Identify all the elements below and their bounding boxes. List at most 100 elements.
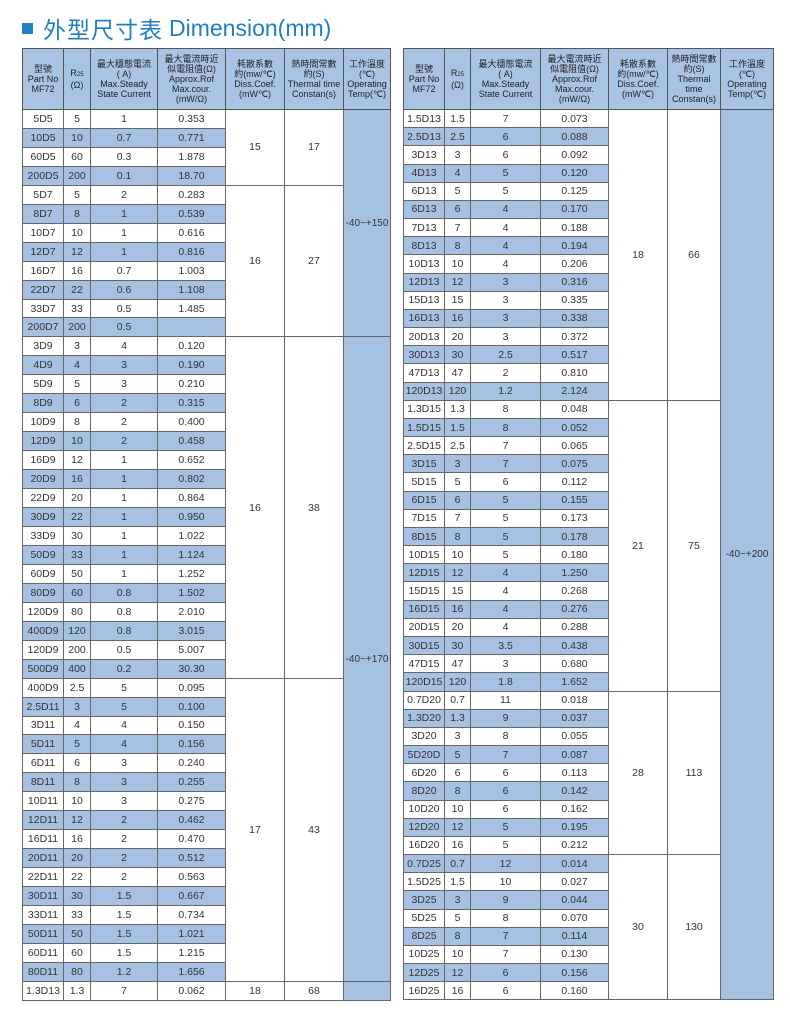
cell-part-no: 1.3D13 (22, 980, 64, 1001)
cell-max-current: 4 (470, 617, 541, 637)
cell-approx-resistance: 0.048 (540, 399, 609, 419)
table-row: 1.5D25 1.5 10 0.027 (403, 872, 774, 892)
cell-part-no: 6D15 (403, 490, 445, 510)
cell-part-no: 80D9 (22, 582, 64, 603)
cell-max-current: 8 (470, 417, 541, 438)
table-row: 1.3D15 1.3 8 0.048 21 75 (403, 399, 774, 692)
cell-r25: 4 (444, 163, 471, 183)
cell-max-current: 4 (470, 599, 541, 619)
cell-part-no: 60D5 (22, 146, 64, 167)
cell-part-no: 1.5D13 (403, 108, 445, 129)
cell-max-current: 1 (90, 525, 158, 546)
r-label: R (70, 68, 77, 78)
cell-approx-resistance: 1.021 (157, 923, 226, 944)
cell-r25: 8 (444, 236, 471, 256)
cell-approx-resistance: 0.113 (540, 763, 609, 783)
cell-approx-resistance: 0.095 (157, 677, 226, 698)
r-subscript: 25 (76, 72, 84, 78)
table-row: 33D9 30 1 1.022 (22, 525, 391, 546)
cell-r25: 5 (63, 374, 91, 395)
cell-part-no: 10D9 (22, 412, 64, 433)
cell-approx-resistance: 0.044 (540, 890, 609, 910)
table-row: 2.5D15 2.5 7 0.065 (403, 436, 774, 456)
header-r25: R25 (Ω) (63, 48, 91, 110)
cell-max-current: 8 (470, 399, 541, 419)
cell-r25: 22 (63, 279, 91, 300)
cell-approx-resistance: 0.087 (540, 745, 609, 765)
cell-part-no: 120D15 (403, 672, 445, 692)
cell-r25: 8 (444, 926, 471, 946)
cell-approx-resistance: 0.180 (540, 545, 609, 565)
cell-approx-resistance: 0.160 (540, 981, 609, 1001)
cell-max-current: 5 (470, 526, 541, 547)
table-row: 12D15 12 4 1.250 (403, 563, 774, 583)
cell-part-no: 400D9 (22, 620, 64, 641)
table-row: 3D13 3 6 0.092 (403, 145, 774, 165)
cell-approx-resistance: 0.073 (540, 108, 609, 129)
cell-part-no: 15D13 (403, 290, 445, 310)
table-row: 2.5D13 2.5 6 0.088 (403, 127, 774, 147)
cell-max-current: 0.8 (90, 601, 158, 622)
cell-max-current: 4 (470, 236, 541, 256)
table-row: 500D9 400 0.2 30.30 (22, 658, 391, 679)
cell-approx-resistance: 0.088 (540, 127, 609, 147)
cell-max-current: 3 (470, 327, 541, 347)
cell-r25: 10 (63, 791, 91, 812)
cell-part-no: 1.3D20 (403, 708, 445, 728)
cell-approx-resistance: 0.652 (157, 450, 226, 471)
cell-max-current: 7 (90, 980, 158, 1001)
table-row: 8D15 8 5 0.178 (403, 526, 774, 547)
cell-part-no: 200D5 (22, 165, 64, 186)
cell-approx-resistance: 0.512 (157, 848, 226, 869)
cell-r25: 16 (444, 308, 471, 329)
cell-part-no: 33D9 (22, 525, 64, 546)
cell-part-no: 400D9 (22, 677, 64, 698)
cell-r25: 60 (63, 582, 91, 603)
cell-part-no: 5D25 (403, 908, 445, 928)
cell-part-no: 12D13 (403, 272, 445, 292)
cell-approx-resistance: 1.022 (157, 525, 226, 546)
table-row: 120D15 120 1.8 1.652 (403, 672, 774, 692)
table-row: 12D11 12 2 0.462 (22, 810, 391, 831)
cell-approx-resistance: 0.816 (157, 241, 226, 262)
cell-r25: 15 (444, 290, 471, 310)
cell-approx-resistance: 0.130 (540, 944, 609, 965)
cell-max-current: 6 (470, 799, 541, 819)
cell-r25: 1.3 (63, 980, 91, 1001)
cell-diss-coef: 30 (608, 854, 668, 1001)
cell-r25: 1.5 (444, 417, 471, 438)
cell-diss-coef: 17 (225, 677, 285, 982)
cell-max-current: 0.5 (90, 317, 158, 338)
cell-max-current: 1 (90, 469, 158, 490)
cell-max-current: 1 (90, 488, 158, 509)
cell-max-current: 7 (470, 745, 541, 765)
cell-r25: 12 (63, 810, 91, 831)
cell-max-current: 2 (90, 431, 158, 452)
cell-max-current: 2 (470, 363, 541, 383)
cell-r25: 8 (63, 412, 91, 433)
cell-r25: 8 (63, 772, 91, 793)
cell-approx-resistance: 0.178 (540, 526, 609, 547)
cell-approx-resistance: 0.018 (540, 690, 609, 710)
cell-r25: 0.7 (444, 690, 471, 710)
cell-part-no: 16D13 (403, 308, 445, 329)
cell-r25: 30 (63, 525, 91, 546)
cell-operating-temp: -40~+200 (720, 108, 774, 1001)
cell-approx-resistance: 1.652 (540, 672, 609, 692)
cell-approx-resistance: 0.680 (540, 654, 609, 674)
cell-approx-resistance: 0.206 (540, 254, 609, 274)
cell-approx-resistance: 0.462 (157, 810, 226, 831)
cell-thermal-time: 130 (667, 854, 721, 1001)
cell-r25: 16 (444, 835, 471, 856)
table-row: 15D15 15 4 0.268 (403, 581, 774, 601)
cell-approx-resistance: 0.275 (157, 791, 226, 812)
cell-r25: 4 (63, 715, 91, 736)
cell-max-current: 5 (470, 835, 541, 856)
cell-max-current: 1.8 (470, 672, 541, 692)
cell-part-no: 12D20 (403, 817, 445, 837)
cell-part-no: 50D9 (22, 544, 64, 565)
cell-part-no: 3D13 (403, 145, 445, 165)
cell-part-no: 8D11 (22, 772, 64, 793)
cell-part-no: 7D15 (403, 508, 445, 528)
cell-part-no: 12D11 (22, 810, 64, 831)
